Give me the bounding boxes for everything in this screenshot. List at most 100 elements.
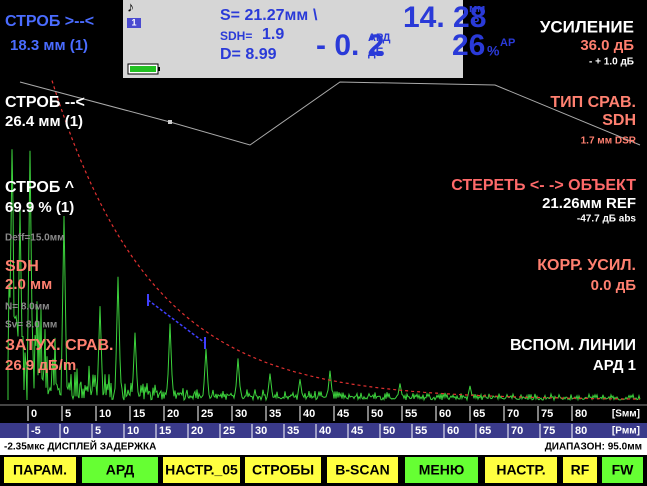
left-label: 69.9 % (1) [5,199,74,216]
scale-label: -5 [31,425,41,437]
scale-label: 10 [99,408,111,420]
right-label: ТИП СРАВ. [550,94,636,111]
scale-label: 75 [543,425,555,437]
scale-label: 25 [223,425,235,437]
reading3-sub: АР [500,37,515,49]
scale-label: 15 [133,408,145,420]
left-label: СТРОБ ^ [5,179,74,196]
scale-label: 65 [473,408,485,420]
scale-label: 80 [575,408,587,420]
button-bg [327,457,398,483]
scale-label: 5 [95,425,101,437]
right-label: СТЕРЕТЬ <- -> ОБЪЕКТ [451,177,636,194]
scale-label: 20 [167,408,179,420]
scale-label: 30 [235,408,247,420]
button-label: НАСТР._05 [165,462,238,478]
scale-s-bg [0,405,647,423]
reading3-unit: % [487,43,500,59]
left-label: N= 8.0мм [5,302,50,313]
menu-button[interactable]: B-SCAN [327,457,398,483]
channel-box [127,18,141,28]
right-label: 21.26мм REF [542,195,636,212]
waveform [7,149,641,402]
right-label: 1.7 мм DSR [581,136,637,147]
d-value: D= 8.99 [220,46,277,63]
gain-step: - + 1.0 дБ [589,57,634,68]
left-label: ЗАТУХ. СРАВ. [5,337,113,354]
scale-label: 60 [439,408,451,420]
battery-tip [158,67,160,71]
s-value: S= 21.27мм [220,7,308,24]
scale-label: 40 [303,408,315,420]
button-bg [405,457,478,483]
status-right: ДИАПАЗОН: 95.0мм [545,442,642,453]
menu-button[interactable]: НАСТР._05 [163,457,240,483]
button-bg [4,457,76,483]
button-label: АРД [106,462,135,478]
channel: 1 [131,17,136,27]
button-bg [163,457,240,483]
reading1: 14. 28 [403,1,486,34]
sdh-label: SDH= [220,29,252,43]
scale-label: 35 [269,408,281,420]
menu-button[interactable]: МЕНЮ [405,457,478,483]
scale-label: 35 [287,425,299,437]
menu-button[interactable]: RF [563,457,597,483]
scale-label: 75 [541,408,553,420]
scale-label: 60 [447,425,459,437]
right-label: АРД 1 [593,357,636,374]
scale-label: 15 [159,425,171,437]
left-label: Deff=15.0мм [5,233,65,244]
menu-button[interactable]: FW [602,457,643,483]
scale-label: 50 [371,408,383,420]
gain-value: 36.0 дБ [580,37,634,54]
button-label: ПАРАМ. [13,462,67,478]
scale-label: 5 [65,408,71,420]
scale-unit: [Pмм] [612,426,640,437]
status-bar-bg [0,438,647,455]
menu-button[interactable]: ПАРАМ. [4,457,76,483]
right-label: 0.0 дБ [591,277,637,294]
dac-curve [51,80,640,400]
scale-p-bg [0,423,647,438]
scale-label: 25 [201,408,213,420]
scale-label: 70 [511,425,523,437]
gain-label: УСИЛЕНИЕ [540,17,634,36]
menu-button[interactable]: СТРОБЫ [245,457,321,483]
menu-button[interactable]: НАСТР. [485,457,557,483]
button-bg [82,457,158,483]
scale-label: 0 [63,425,69,437]
scale-label: 55 [405,408,417,420]
status-left: -2.35мкс ДИСПЛЕЙ ЗАДЕРЖКА [4,440,156,453]
scale-label: 70 [507,408,519,420]
menu-button[interactable]: АРД [82,457,158,483]
gate-label: СТРОБ >--< [5,13,94,30]
right-label: SDH [602,112,636,129]
scale-label: 0 [31,408,37,420]
button-bg [245,457,321,483]
status-panel [123,0,463,78]
button-label: СТРОБЫ [252,462,314,478]
button-label: МЕНЮ [419,462,465,478]
left-label: 26.9 дБ/m [5,357,76,374]
reading1-unit: мм [469,3,485,15]
scale-label: 65 [479,425,491,437]
gate-marker [168,120,172,124]
reading2-unit: АРД [368,32,391,44]
ref-segment [147,299,206,344]
scale-label: 45 [351,425,363,437]
reading2-sub: дБ [368,45,385,59]
gate-line [19,81,641,146]
button-bg [602,457,643,483]
button-bg [485,457,557,483]
scale-label: 80 [575,425,587,437]
reading2: - 0. 2 [316,29,384,62]
battery-level [130,66,156,72]
left-label: СТРОБ --< [5,94,85,111]
button-label: B-SCAN [335,462,389,478]
reading1-sub: P [472,16,479,28]
button-label: FW [612,462,635,478]
gate-value: 18.3 мм (1) [10,37,88,54]
left-label: SDH [5,258,39,275]
s-mark: \ [313,7,318,24]
